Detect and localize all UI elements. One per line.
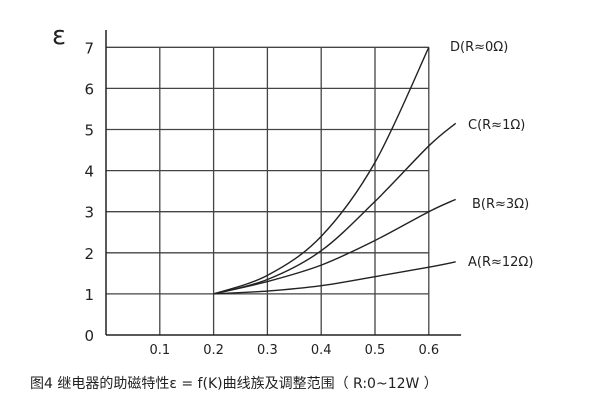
series-labels: D(R≈0Ω) C(R≈1Ω) B(R≈3Ω) A(R≈12Ω) [450, 40, 533, 270]
axes [105, 30, 462, 336]
x-tick-label: 0.2 [203, 343, 224, 358]
y-tick-label: 0 [84, 327, 94, 345]
x-tick-label: 0.6 [418, 343, 439, 358]
series-line [213, 261, 456, 295]
caption: 图4 继电器的助磁特性ε = f(K)曲线族及调整范围（ R:0~12W ） [30, 375, 438, 392]
y-tick-label: 7 [84, 39, 94, 57]
x-tick-label: 0.3 [257, 343, 278, 358]
y-tick-label: 5 [84, 122, 94, 140]
x-tick-label: 0.5 [365, 343, 386, 358]
series-label: C(R≈1Ω) [468, 118, 525, 133]
y-tick-label: 4 [84, 163, 94, 181]
y-axis-label: ε [52, 21, 66, 51]
series-line [213, 47, 430, 295]
y-tick-label: 6 [84, 80, 94, 98]
x-tick-label: 0.1 [149, 343, 170, 358]
series-line [213, 122, 457, 295]
series-line [213, 198, 456, 295]
series-label: D(R≈0Ω) [450, 40, 508, 55]
grid [106, 46, 430, 335]
curves [213, 47, 457, 295]
x-tick-label: 0.4 [311, 343, 332, 358]
y-tick-label: 1 [84, 286, 94, 304]
y-tick-label: 2 [84, 245, 94, 263]
y-tick-label: 3 [84, 204, 94, 222]
series-label: B(R≈3Ω) [472, 197, 529, 212]
tick-labels: 0.1 0.2 0.3 0.4 0.5 0.6 0 1 2 3 4 5 6 7 [84, 39, 439, 358]
series-label: A(R≈12Ω) [468, 255, 533, 270]
